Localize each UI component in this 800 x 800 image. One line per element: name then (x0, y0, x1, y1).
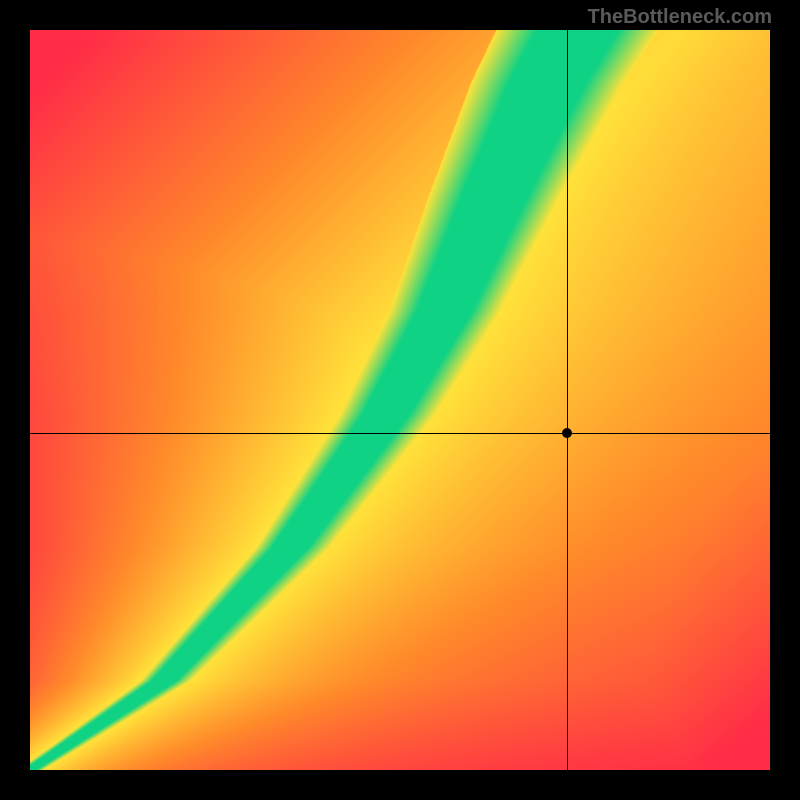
heatmap-chart (30, 30, 770, 770)
watermark-text: TheBottleneck.com (588, 6, 772, 29)
crosshair-vertical (567, 30, 568, 770)
crosshair-marker (562, 428, 572, 438)
crosshair-horizontal (30, 433, 770, 434)
heatmap-canvas (30, 30, 770, 770)
